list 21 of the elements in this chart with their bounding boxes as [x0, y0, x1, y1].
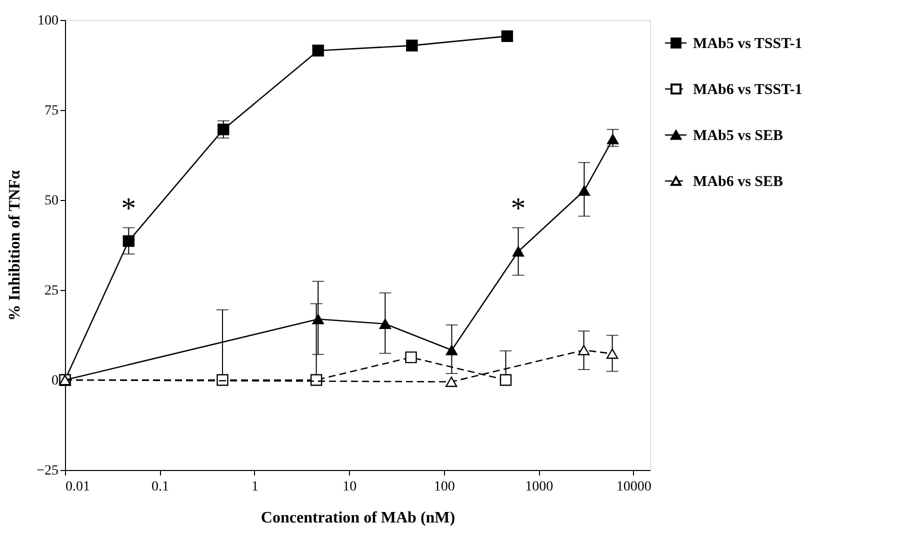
x-tick-label: 0.01: [66, 480, 90, 494]
y-tick-label: 25: [44, 284, 58, 298]
legend-label: MAb6 vs TSST-1: [693, 82, 802, 98]
x-tick-label: 10000: [616, 480, 652, 494]
x-tick-label: 1: [251, 480, 258, 494]
x-axis-title: Concentration of MAb (nM): [260, 510, 456, 526]
legend-label: MAb5 vs SEB: [693, 128, 784, 144]
y-tick-label: 75: [44, 104, 58, 118]
y-tick-label: 0: [52, 374, 58, 388]
x-tick-label: 0.1: [151, 480, 169, 494]
y-axis-title: % Inhibition of TNFα: [6, 170, 24, 321]
annotation: *: [510, 192, 526, 225]
y-tick-label: 100: [38, 14, 58, 28]
y-tick-label: −25: [36, 464, 58, 478]
x-tick-label: 1000: [525, 480, 554, 494]
y-tick-label: 50: [44, 194, 58, 208]
legend-label: MAb6 vs SEB: [693, 174, 784, 190]
annotation: *: [121, 192, 136, 225]
x-tick-label: 10: [342, 480, 357, 494]
x-tick-label: 100: [434, 480, 455, 494]
legend-label: MAb5 vs TSST-1: [693, 36, 802, 52]
